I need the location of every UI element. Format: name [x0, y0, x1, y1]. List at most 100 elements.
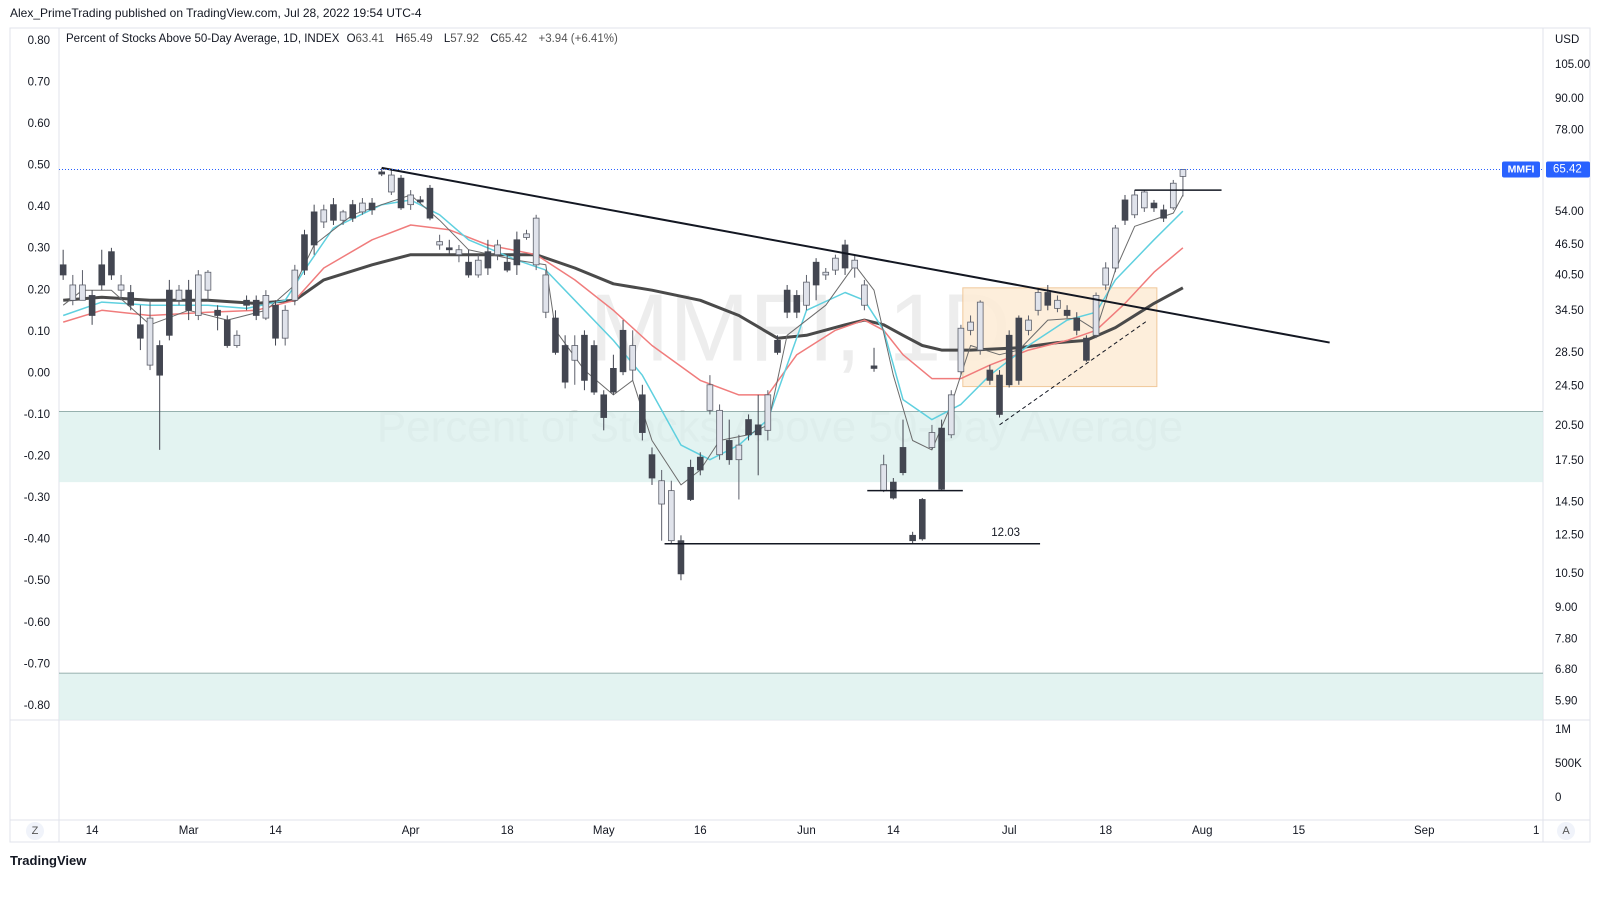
- candle-body: [185, 289, 192, 311]
- candle-body: [1169, 182, 1177, 209]
- candle-body: [1141, 191, 1148, 209]
- button-bg: [1557, 822, 1575, 840]
- candle-body: [851, 259, 859, 269]
- candle-body: [503, 261, 511, 271]
- legend-change: +3.94 (+6.41%): [538, 33, 618, 45]
- candle-body: [204, 271, 212, 291]
- candle-body: [735, 444, 743, 461]
- frame: [9, 27, 1591, 843]
- candle-body: [1160, 209, 1167, 219]
- candle-body: [899, 447, 907, 474]
- y2-tick-label: -0.10: [24, 409, 50, 421]
- candle-body: [571, 345, 579, 361]
- candle-body: [928, 432, 936, 448]
- candle-body: [455, 249, 463, 256]
- candle-body: [339, 211, 347, 221]
- candle-body: [494, 244, 501, 256]
- ohlc-value: 65.42: [498, 33, 528, 45]
- candle-body: [359, 202, 366, 213]
- tradingview-logo[interactable]: TradingView: [10, 853, 87, 868]
- candle-body: [407, 194, 414, 206]
- zone: [59, 673, 1543, 720]
- y2-tick-label: 0.50: [28, 160, 50, 172]
- candle-body: [301, 234, 308, 271]
- x-tick-label: 14: [86, 825, 99, 837]
- candle-body: [1034, 292, 1042, 311]
- y2-tick-label: 0.20: [28, 284, 50, 296]
- candle-body: [938, 427, 945, 490]
- candle-body: [417, 199, 424, 203]
- candle-body: [426, 187, 434, 219]
- candle-body: [677, 540, 685, 575]
- auto-scale-button[interactable]: A: [1562, 825, 1570, 837]
- moving-average: [62, 199, 1184, 461]
- candle-body: [880, 464, 887, 492]
- candle-body: [976, 301, 984, 351]
- candle-body: [117, 284, 125, 291]
- y2-tick-label: 0.60: [28, 118, 50, 130]
- x-tick-label: 1: [1533, 825, 1539, 837]
- candle-body: [243, 299, 250, 306]
- candle-body: [648, 454, 656, 479]
- candle-body: [793, 295, 801, 313]
- y-tick-label: 7.80: [1555, 634, 1577, 646]
- candle-body: [108, 251, 115, 276]
- candle-body: [532, 217, 540, 266]
- candle-body: [1179, 169, 1187, 177]
- candle-body: [474, 259, 482, 276]
- scale-button[interactable]: Z: [32, 825, 39, 837]
- legend: Percent of Stocks Above 50-Day Average, …: [66, 33, 622, 45]
- candle-body: [716, 409, 723, 456]
- y2-tick-label: 0.70: [28, 76, 50, 88]
- y2-tick-label: -0.70: [24, 658, 50, 670]
- candle-body: [581, 334, 588, 381]
- x-tick-label: Jun: [797, 825, 816, 837]
- y-tick-label: 28.50: [1555, 347, 1584, 359]
- candle-body: [696, 456, 704, 471]
- candle-body: [822, 271, 830, 276]
- y-tick-label: 9.00: [1555, 602, 1577, 614]
- candle-body: [967, 321, 974, 331]
- legend-ohlc: H65.49: [396, 33, 437, 45]
- x-tick-label: 14: [887, 825, 900, 837]
- x-tick-label: May: [593, 825, 615, 837]
- y-tick-label: 17.50: [1555, 455, 1584, 467]
- x-tick-label: Sep: [1414, 825, 1434, 837]
- candle-body: [619, 329, 627, 373]
- legend-ohlc: O63.41: [347, 33, 389, 45]
- candle-body: [1150, 202, 1158, 209]
- y2-tick-label: -0.80: [24, 700, 50, 712]
- candle-body: [320, 209, 328, 223]
- candle-body: [330, 204, 337, 221]
- y-tick-label: 78.00: [1555, 125, 1584, 137]
- candle-body: [812, 261, 820, 286]
- candle-body: [1063, 309, 1071, 316]
- candle-body: [195, 274, 202, 316]
- button-bg: [26, 822, 44, 840]
- candle-body: [774, 339, 781, 353]
- candle-body: [870, 365, 878, 369]
- candle-body: [445, 247, 453, 251]
- candle-body: [629, 345, 636, 371]
- candle-body: [803, 281, 810, 306]
- candle-body: [861, 284, 868, 306]
- candle-body: [1092, 295, 1100, 336]
- ohlc-value: 63.41: [355, 33, 385, 45]
- x-tick-label: 18: [501, 825, 514, 837]
- symbol-tag-label: MMFI: [1508, 163, 1535, 175]
- candle-body: [552, 317, 559, 353]
- candle-body: [252, 299, 260, 316]
- candle-body: [262, 295, 270, 319]
- candle-body: [947, 394, 955, 436]
- candle-body: [523, 233, 530, 238]
- candle-body: [349, 204, 357, 219]
- y2-tick-label: -0.60: [24, 617, 50, 629]
- candle-body: [706, 384, 714, 411]
- y2-tick-label: -0.30: [24, 492, 50, 504]
- legend-title: Percent of Stocks Above 50-Day Average, …: [66, 33, 340, 45]
- candle-body: [639, 394, 646, 433]
- y2-tick-label: 0.00: [28, 367, 50, 379]
- y-tick-label: 46.50: [1555, 239, 1584, 251]
- candle-body: [513, 239, 521, 266]
